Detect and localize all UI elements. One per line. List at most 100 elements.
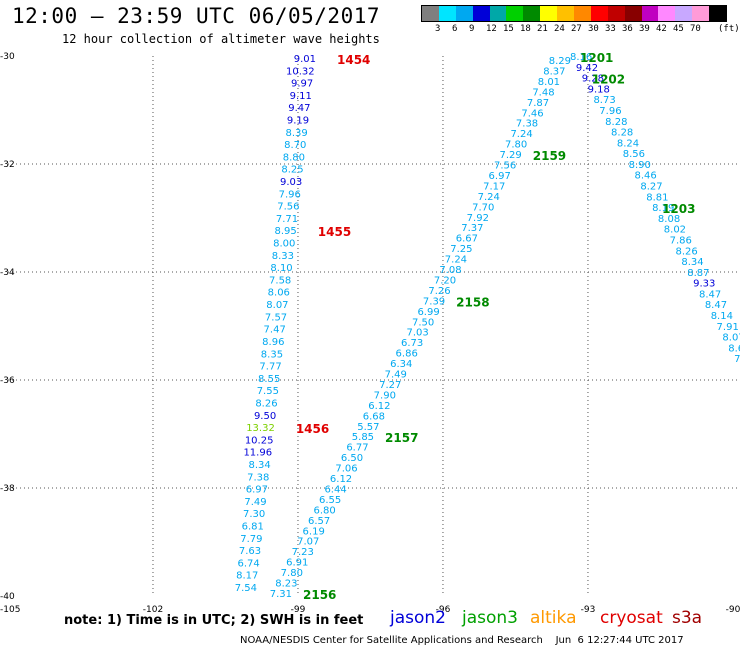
wave-height-value: 6.19 [303,526,325,537]
wave-height-value: 10.32 [286,66,315,77]
wave-height-value: 8.27 [640,182,662,193]
pass-time-label: 2156 [303,588,336,602]
legend-swatch [489,6,507,21]
wave-height-value: 7.57 [265,312,287,323]
wave-height-value: 7.79 [240,534,262,545]
pass-time-label: 1203 [662,202,695,216]
legend-label: 21 [537,24,548,34]
wave-height-value: 6.86 [396,349,418,360]
wave-height-value: 7.92 [467,213,489,224]
pass-time-label: 2158 [456,295,489,309]
wave-height-value: 7.39 [423,296,445,307]
wave-height-value: 8.69 [728,343,740,354]
pass-time-label: 1456 [296,422,329,436]
footer-credit: NOAA/NESDIS Center for Satellite Applica… [240,635,684,646]
wave-height-value: 8.73 [593,95,615,106]
page-subtitle: 12 hour collection of altimeter wave hei… [62,32,380,46]
wave-height-value: 8.70 [284,140,306,151]
wave-height-value: 7.56 [494,161,516,172]
lon-tick-label: -105 [0,605,20,615]
wave-height-value: 8.23 [275,579,297,590]
wave-height-value: 8.10 [270,263,292,274]
wave-height-value: 6.97 [246,485,268,496]
wave-height-value: 7.20 [434,275,456,286]
lat-tick-label: -36 [0,376,15,386]
lon-tick-label: -90 [726,605,740,615]
wave-height-value: 5.57 [357,422,379,433]
legend-swatch [658,6,676,21]
wave-height-value: 8.90 [629,160,651,171]
wave-height-value: 8.02 [664,225,686,236]
legend-swatch [472,6,490,21]
wave-height-value: 5.85 [352,432,374,443]
wave-height-value: 6.74 [237,558,259,569]
legend-label: 24 [554,24,565,34]
wave-height-value: 7.77 [259,362,281,373]
legend-labels: 3 6 9 12 15 18 21 24 27 30 33 36 39 42 45 70 (ft) [421,22,740,36]
lat-tick-label: -40 [0,592,15,602]
satellite-name-jason2: jason2 [390,608,446,628]
legend-label: 39 [639,24,650,34]
pass-time-label: 2159 [533,149,566,163]
wave-height-value: 6.81 [242,521,264,532]
wave-height-value: 8.80 [283,152,305,163]
lon-tick-label: -96 [436,605,451,615]
wave-height-value: 9.47 [288,103,310,114]
map-axis-labels: -105 -102 -99 -96 -93 -90 -30 -32 -34 -36 -38 -40 [0,52,740,615]
wave-height-value: 8.07 [722,333,740,344]
wave-height-value: 7.56 [277,202,299,213]
wave-height-value: 8.17 [236,571,258,582]
wave-height-value: 8.47 [699,289,721,300]
wave-height-value: 6.67 [456,234,478,245]
wave-height-value: 7.54 [235,583,257,594]
legend-unit: (ft) [718,24,740,34]
legend-label: 18 [520,24,531,34]
wave-height-value: 8.95 [275,226,297,237]
legend-swatch [422,6,439,21]
legend-label: 33 [605,24,616,34]
wave-height-value: 9.28 [582,74,604,85]
lat-tick-label: -32 [0,160,15,170]
wave-height-value: 8.46 [634,171,656,182]
wave-height-value: 7.96 [279,189,301,200]
satellite-name-jason3: jason3 [462,608,518,628]
wave-height-value: 6.57 [308,516,330,527]
wave-height-value: 7.50 [412,317,434,328]
wave-height-value: 7.87 [527,98,549,109]
page-title: 12:00 – 23:59 UTC 06/05/2017 [12,4,381,28]
legend-swatch [540,6,558,21]
wave-height-value: 8.34 [248,460,270,471]
wave-height-value: 8.87 [687,268,709,279]
wave-height-value: 7.24 [510,129,532,140]
wave-height-value: 6.55 [319,495,341,506]
wave-height-value: 9.33 [693,279,715,290]
wave-height-value: 13.32 [246,423,275,434]
legend-swatch [574,6,591,21]
wave-height-value: 8.81 [646,192,668,203]
wave-height-value: 7.47 [264,325,286,336]
legend-swatch [709,6,727,21]
wave-height-value: 8.37 [543,66,565,77]
wave-height-value: 8.08 [658,214,680,225]
wave-height-value: 6.73 [401,338,423,349]
legend-swatch [624,6,642,21]
lat-tick-label: -30 [0,52,15,62]
wave-height-value: 8.25 [281,165,303,176]
wave-height-value: 8.26 [255,398,277,409]
pass-time-label: 1455 [318,225,351,239]
wave-height-value: 7.23 [292,547,314,558]
wave-height-value: 7.48 [532,87,554,98]
lat-tick-label: -38 [0,484,15,494]
wave-height-value: 8.34 [681,257,703,268]
color-legend: 3 6 9 12 15 18 21 24 27 30 33 36 39 42 45 70 (ft) [421,5,740,36]
legend-swatch [590,6,608,21]
legend-label: 30 [588,24,599,34]
wave-height-value: 7.55 [257,386,279,397]
wave-height-value: 7.71 [276,214,298,225]
wave-height-value: 7.91 [717,322,739,333]
track-1201: 8.169.429.289.188.737.968.288.288.248.56… [570,51,740,365]
wave-height-value: 9.11 [290,91,312,102]
wave-height-value: 7.46 [521,108,543,119]
lon-tick-label: -102 [143,605,163,615]
